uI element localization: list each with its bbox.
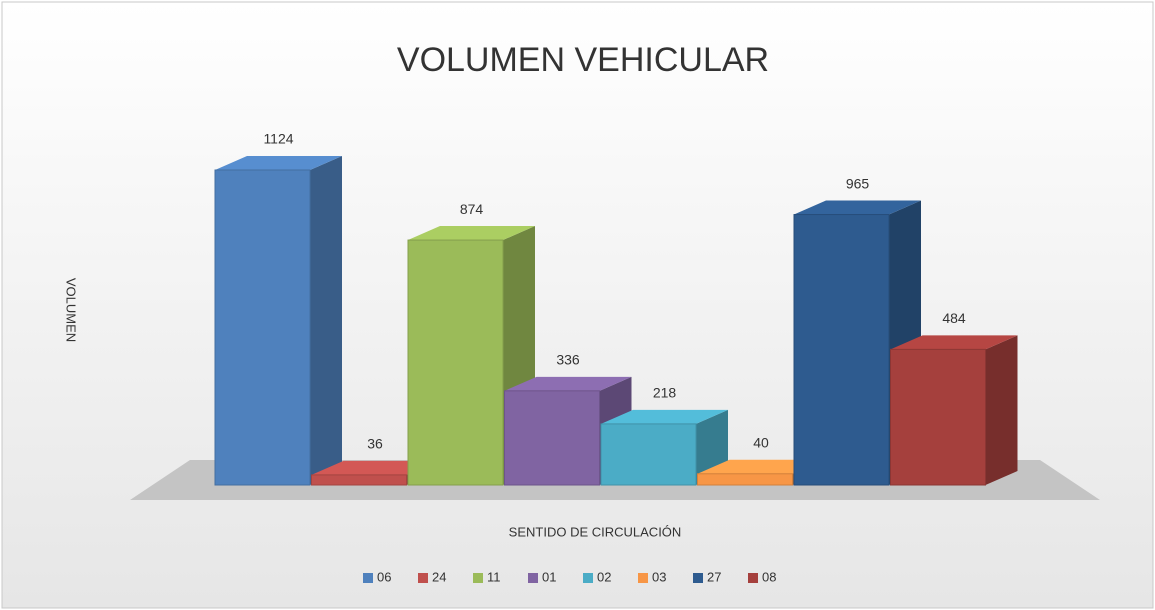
data-label: 965 — [846, 175, 870, 191]
bar — [890, 348, 986, 486]
bar-top — [215, 156, 342, 170]
bar — [600, 423, 697, 486]
legend-label: 01 — [542, 569, 556, 584]
y-axis-label: VOLUMEN — [64, 278, 79, 342]
bar-top — [311, 460, 439, 475]
legend-label: 11 — [487, 569, 501, 584]
data-label: 218 — [653, 385, 677, 401]
legend-swatch — [528, 573, 538, 583]
bar — [504, 390, 600, 486]
legend-label: 02 — [597, 569, 611, 584]
legend-swatch — [693, 573, 703, 583]
bar — [407, 239, 504, 486]
legend-swatch — [418, 573, 428, 583]
legend-swatch — [473, 573, 483, 583]
legend-swatch — [363, 573, 373, 583]
legend-label: 27 — [707, 569, 721, 584]
legend-swatch — [583, 573, 593, 583]
data-label: 1124 — [263, 131, 293, 147]
bar-side — [310, 156, 342, 485]
data-label: 874 — [460, 201, 484, 217]
legend-label: 06 — [377, 569, 391, 584]
bar-top — [504, 376, 632, 391]
bar — [697, 473, 793, 486]
bar — [793, 214, 890, 486]
bar-top — [408, 226, 535, 241]
bar-top — [890, 335, 1018, 350]
bar-top — [697, 459, 825, 474]
data-label: 40 — [753, 434, 769, 450]
bar — [311, 474, 407, 486]
legend-label: 08 — [762, 569, 776, 584]
bar-top — [601, 409, 728, 424]
data-label: 484 — [942, 310, 966, 326]
legend: 06 24 11 01 02 03 27 08 — [363, 569, 776, 584]
bar-side — [985, 335, 1018, 485]
legend-swatch — [748, 573, 758, 583]
data-label: 336 — [556, 352, 580, 368]
legend-label: 03 — [652, 569, 666, 584]
data-label: 36 — [367, 436, 383, 452]
x-axis-label: SENTIDO DE CIRCULACIÓN — [509, 524, 682, 539]
bar-top — [794, 200, 921, 215]
legend-label: 24 — [432, 569, 446, 584]
chart-title: VOLUMEN VEHICULAR — [397, 41, 769, 79]
bar — [214, 169, 311, 486]
legend-swatch — [638, 573, 648, 583]
